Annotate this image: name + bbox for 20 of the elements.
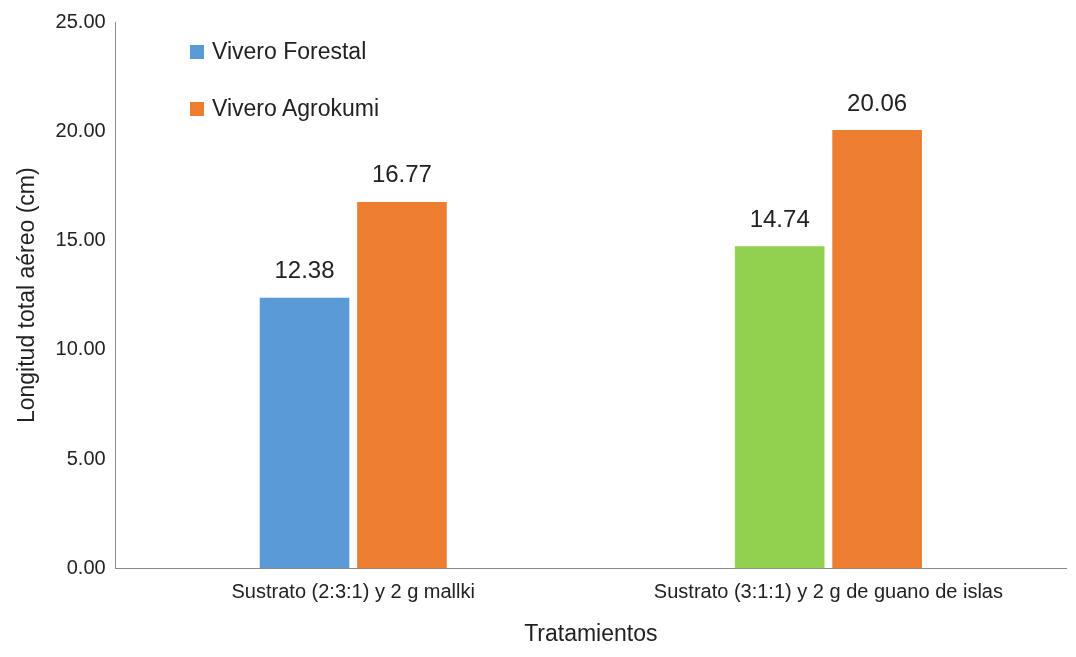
data-label: 12.38 xyxy=(274,256,335,284)
y-tick-label: 15.00 xyxy=(55,228,106,251)
bar xyxy=(734,246,825,569)
y-tick-label: 25.00 xyxy=(55,9,106,32)
x-tick-label: Sustrato (3:1:1) y 2 g de guano de islas xyxy=(653,579,1003,602)
data-label: 16.77 xyxy=(371,160,432,188)
data-label: 14.74 xyxy=(749,204,810,232)
bar xyxy=(259,297,350,569)
y-tick-label: 20.00 xyxy=(55,118,106,141)
bar xyxy=(357,201,447,569)
legend-label: Vivero Forestal xyxy=(212,38,367,65)
x-axis-title: Tratamientos xyxy=(524,619,658,646)
data-label: 20.06 xyxy=(847,88,908,116)
y-tick-label: 10.00 xyxy=(55,337,106,360)
y-axis-title: Longitud total aéreo (cm) xyxy=(13,167,40,424)
bar xyxy=(832,129,922,569)
y-tick-label: 0.00 xyxy=(66,555,106,578)
legend-label: Vivero Agrokumi xyxy=(212,95,380,122)
x-tick-label: Sustrato (2:3:1) y 2 g mallki xyxy=(231,579,475,602)
y-tick-label: 5.00 xyxy=(66,446,106,469)
